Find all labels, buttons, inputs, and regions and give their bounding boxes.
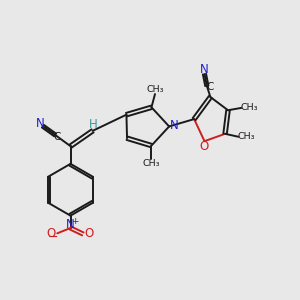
- Text: CH₃: CH₃: [143, 159, 160, 168]
- Text: +: +: [71, 217, 79, 226]
- Text: N: N: [169, 119, 178, 132]
- Text: CH₃: CH₃: [238, 132, 255, 141]
- Text: O: O: [200, 140, 209, 153]
- Text: H: H: [89, 118, 98, 131]
- Text: O: O: [46, 227, 56, 240]
- Text: CH₃: CH₃: [146, 85, 164, 94]
- Text: −: −: [48, 231, 58, 244]
- Text: CH₃: CH₃: [241, 103, 258, 112]
- Text: C: C: [206, 82, 214, 92]
- Text: N: N: [35, 117, 44, 130]
- Text: N: N: [66, 218, 75, 231]
- Text: C: C: [54, 132, 61, 142]
- Text: O: O: [85, 227, 94, 240]
- Text: N: N: [200, 63, 209, 76]
